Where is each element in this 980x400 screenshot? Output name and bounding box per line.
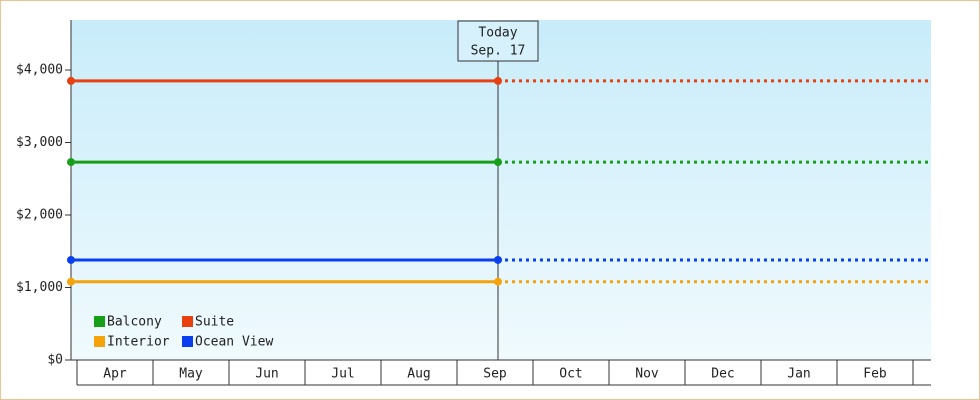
today-date: Sep. 17 xyxy=(471,44,526,59)
x-tick-label: Jul xyxy=(331,367,354,382)
start-marker xyxy=(67,76,75,85)
plot-area xyxy=(71,20,931,360)
x-tick-label: Oct xyxy=(559,367,582,382)
legend-swatch xyxy=(182,316,193,327)
today-marker xyxy=(494,76,502,85)
legend-swatch xyxy=(94,316,105,327)
legend-swatch xyxy=(182,336,193,347)
x-tick-label: Jan xyxy=(787,367,810,382)
start-marker xyxy=(67,158,75,167)
legend-label: Balcony xyxy=(107,315,162,330)
y-tick-label: $2,000 xyxy=(16,208,63,223)
legend-swatch xyxy=(94,336,105,347)
legend-label: Interior xyxy=(107,335,170,350)
today-marker xyxy=(494,158,502,167)
y-tick-label: $1,000 xyxy=(16,280,63,295)
y-tick-label: $3,000 xyxy=(16,135,63,150)
y-tick-label: $4,000 xyxy=(16,63,63,78)
x-tick-label: Feb xyxy=(863,367,887,382)
x-tick-label: Aug xyxy=(407,367,430,382)
today-marker xyxy=(494,255,502,264)
legend-label: Suite xyxy=(195,315,234,330)
today-marker xyxy=(494,277,502,286)
x-tick-label: Jun xyxy=(255,367,278,382)
x-tick-label: Sep xyxy=(483,367,507,382)
start-marker xyxy=(67,255,75,264)
legend-label: Ocean View xyxy=(195,335,273,350)
x-tick-label: Nov xyxy=(635,367,659,382)
y-tick-label: $0 xyxy=(47,353,63,368)
x-tick-label: Apr xyxy=(103,367,127,382)
x-tick-label: Dec xyxy=(711,367,734,382)
today-box xyxy=(457,20,539,62)
x-tick-label: May xyxy=(179,367,203,382)
today-label: Today xyxy=(478,26,517,41)
start-marker xyxy=(67,277,75,286)
